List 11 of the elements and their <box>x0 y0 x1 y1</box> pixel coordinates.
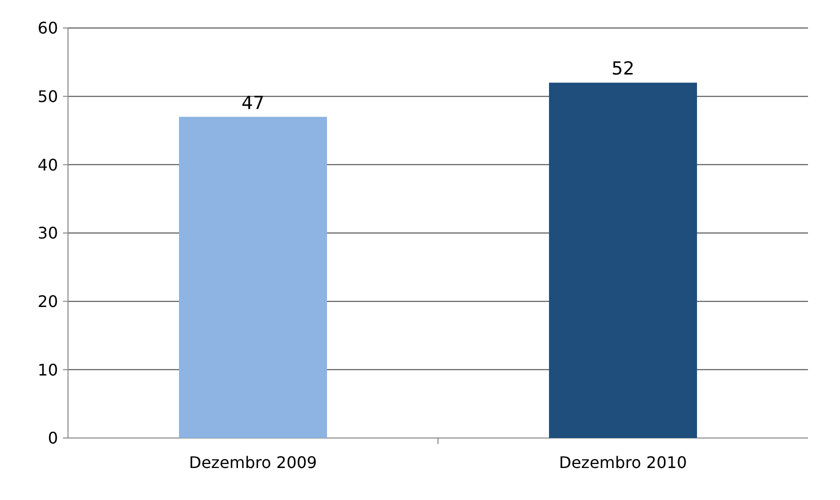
data-label: 47 <box>242 92 264 114</box>
y-tick-label: 50 <box>38 86 58 106</box>
x-tick-label: Dezembro 2009 <box>189 453 317 472</box>
y-tick-label: 60 <box>38 18 58 38</box>
y-tick-label: 0 <box>48 428 58 448</box>
data-label: 52 <box>612 58 634 80</box>
y-tick-label: 40 <box>38 155 58 174</box>
y-tick-label: 20 <box>38 292 58 311</box>
y-tick-label: 30 <box>38 224 58 243</box>
x-tick-label: Dezembro 2010 <box>559 453 687 472</box>
y-tick-label: 10 <box>38 360 58 380</box>
